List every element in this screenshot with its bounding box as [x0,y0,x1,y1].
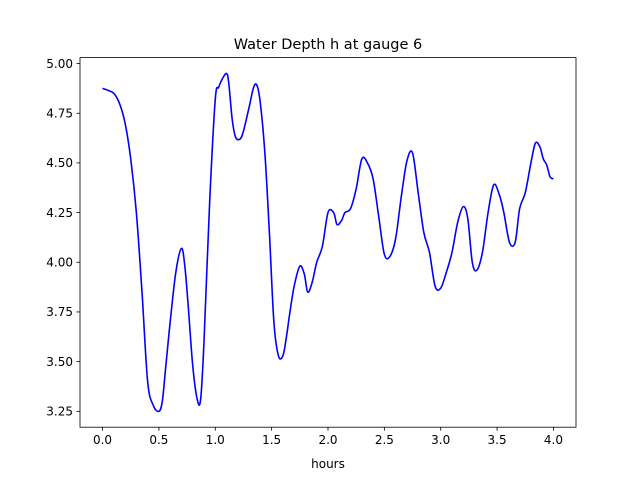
y-tick-label: 5.00 [46,57,73,71]
y-tick-label: 4.00 [46,255,73,269]
plot-frame [79,57,577,428]
y-axis: 3.25 3.50 3.75 4.00 4.25 4.50 4.75 5.00 [46,57,80,419]
y-tick-label: 3.25 [46,405,73,419]
x-tick-label: 4.0 [544,433,563,447]
y-tick-label: 3.50 [46,355,73,369]
x-tick-label: 0.5 [149,433,168,447]
x-tick-label: 1.0 [206,433,225,447]
series-line-0 [102,72,554,413]
y-tick-label: 4.75 [46,106,73,120]
x-tick-label: 2.5 [375,433,394,447]
x-axis: 0.0 0.5 1.0 1.5 2.0 2.5 3.0 3.5 4.0 [93,427,563,447]
x-tick-label: 1.5 [262,433,281,447]
y-tick-label: 4.25 [46,206,73,220]
x-tick-label: 2.0 [318,433,337,447]
x-tick-label: 3.5 [488,433,507,447]
x-tick-label: 3.0 [431,433,450,447]
x-tick-label: 0.0 [93,433,112,447]
y-tick-label: 3.75 [46,305,73,319]
y-tick-label: 4.50 [46,156,73,170]
chart-title: Water Depth h at gauge 6 [234,37,422,53]
x-axis-label: hours [311,457,345,471]
series-layer [102,72,554,413]
